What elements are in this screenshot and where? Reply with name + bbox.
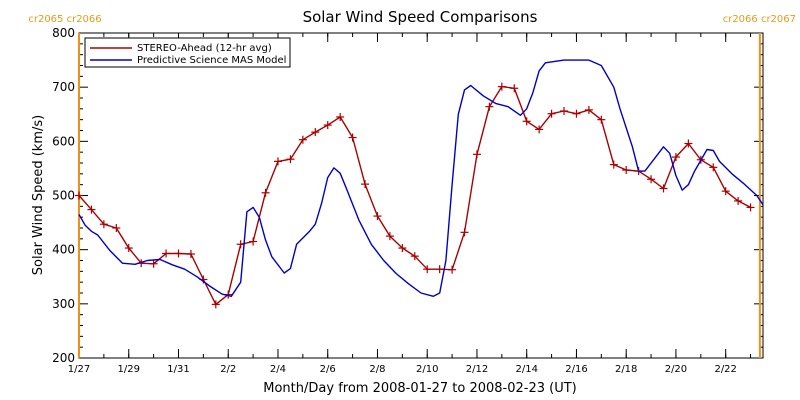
stereo-ahead-point [162, 249, 171, 258]
stereo-ahead-point [572, 109, 581, 118]
x-tick-label: 2/10 [416, 364, 438, 375]
cr-label: cr2066 cr2067 [723, 14, 796, 25]
stereo-ahead-point [497, 82, 506, 91]
stereo-ahead-point [124, 244, 133, 253]
y-tick-label: 600 [52, 134, 75, 148]
stereo-ahead-point [522, 117, 531, 126]
stereo-ahead-point [435, 265, 444, 274]
plot-frame [78, 32, 764, 359]
stereo-ahead-point [584, 105, 593, 114]
x-axis-label: Month/Day from 2008-01-27 to 2008-02-23 … [263, 381, 576, 396]
stereo-ahead-point [472, 150, 481, 159]
x-tick-label: 2/20 [665, 364, 687, 375]
stereo-ahead-point [87, 205, 96, 214]
stereo-ahead-point [609, 160, 618, 169]
stereo-ahead-point [298, 135, 307, 144]
stereo-ahead-point [75, 191, 83, 200]
legend-label-mas: Predictive Science MAS Model [137, 55, 286, 66]
y-tick-label: 800 [52, 26, 75, 40]
stereo-ahead-point [385, 232, 394, 241]
stereo-ahead-point [448, 265, 457, 274]
stereo-ahead-point [112, 224, 121, 232]
x-axis: 1/27 1/29 1/31 2/2 2/4 2/6 2/8 2/10 2/12 2/14 2/16… [68, 33, 752, 375]
stereo-ahead-point [273, 157, 282, 166]
stereo-ahead-point [398, 244, 407, 253]
x-tick-label: 2/8 [369, 364, 385, 375]
y-tick-label: 300 [52, 297, 75, 311]
stereo-ahead-point [361, 180, 370, 189]
stereo-ahead-point [149, 259, 158, 268]
stereo-ahead-point [746, 203, 755, 212]
stereo-ahead-point [261, 188, 270, 197]
y-axis: 200 300 400 500 600 700 800 [52, 26, 763, 365]
stereo-ahead-point [622, 166, 631, 175]
y-tick-label: 700 [52, 80, 75, 94]
stereo-ahead-point [734, 196, 743, 205]
stereo-ahead-point [373, 212, 382, 221]
stereo-ahead-point [410, 252, 419, 261]
y-tick-label: 200 [52, 351, 75, 365]
legend-label-stereo: STEREO-Ahead (12-hr avg) [137, 43, 272, 54]
stereo-ahead-point [684, 139, 693, 148]
stereo-ahead-point [311, 128, 320, 137]
stereo-ahead-point [647, 175, 656, 184]
stereo-ahead-point [323, 121, 332, 130]
stereo-ahead-point [547, 109, 556, 118]
x-tick-label: 2/14 [515, 364, 537, 375]
stereo-ahead-point [236, 240, 245, 249]
x-tick-label: 2/16 [565, 364, 587, 375]
x-tick-label: 2/18 [615, 364, 637, 375]
stereo-ahead-point [348, 133, 357, 142]
stereo-ahead-point [560, 107, 569, 115]
x-tick-label: 1/27 [68, 364, 90, 375]
x-tick-label: 2/22 [714, 364, 736, 375]
stereo-ahead-point [211, 300, 220, 309]
stereo-ahead-line [78, 85, 751, 306]
stereo-ahead-point [659, 184, 668, 193]
series-layer [75, 59, 764, 309]
mas-model-line [78, 59, 764, 297]
legend: STEREO-Ahead (12-hr avg) Predictive Scie… [84, 37, 291, 68]
legend-box [84, 37, 291, 68]
stereo-ahead-point [174, 249, 183, 258]
x-tick-label: 2/2 [220, 364, 236, 375]
stereo-ahead-point [671, 153, 680, 162]
y-tick-label: 400 [52, 243, 75, 257]
stereo-ahead-point [423, 265, 432, 274]
x-tick-label: 1/31 [167, 364, 189, 375]
stereo-ahead-point [721, 187, 730, 196]
stereo-ahead-point [186, 250, 195, 258]
stereo-ahead-point [286, 155, 295, 164]
x-tick-label: 2/6 [320, 364, 336, 375]
stereo-ahead-point [535, 125, 544, 134]
y-axis-label: Solar Wind Speed (km/s) [31, 115, 46, 275]
stereo-ahead-point [336, 112, 345, 121]
x-tick-label: 2/4 [270, 364, 286, 375]
stereo-ahead-point [510, 84, 519, 93]
stereo-ahead-point [249, 237, 258, 246]
stereo-ahead-point [597, 115, 606, 124]
cr-label: cr2065 cr2066 [28, 14, 101, 25]
stereo-ahead-point [460, 228, 469, 237]
chart-title: Solar Wind Speed Comparisons [303, 8, 538, 26]
y-tick-label: 500 [52, 189, 75, 203]
stereo-ahead-point [99, 220, 108, 229]
x-tick-label: 1/29 [118, 364, 140, 375]
stereo-ahead-point [709, 163, 718, 172]
x-tick-label: 2/12 [466, 364, 488, 375]
stereo-ahead-point [485, 102, 494, 111]
